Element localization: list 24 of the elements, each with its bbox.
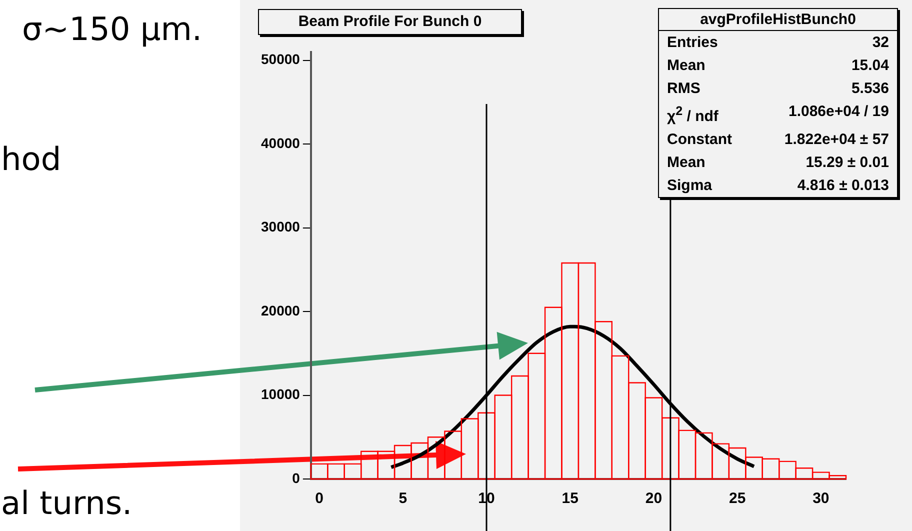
x-tick-label: 0 — [315, 490, 324, 508]
text: χ$^{2}$ / ndf 1.086e+04 / 19 — [667, 103, 889, 125]
x-tick-label: 25 — [728, 490, 746, 508]
text: Mean 15.04 — [667, 57, 889, 74]
x-tick-label: 20 — [645, 490, 662, 508]
text: Sigma 4.816 ± 0.013 — [667, 177, 889, 194]
text: RMS 5.536 — [667, 80, 889, 97]
text: Mean 15.29 ± 0.01 — [667, 154, 889, 171]
x-tick-label: 15 — [562, 490, 578, 508]
text: hod — [1, 140, 62, 178]
y-tick-label: 50000 — [260, 51, 300, 68]
y-tick-label: 20000 — [260, 302, 300, 318]
y-tick-label: 40000 — [260, 134, 300, 151]
y-tick-label: 10000 — [260, 386, 300, 402]
text: Constant 1.822e+04 ± 57 — [667, 131, 889, 148]
x-tick-label: 5 — [398, 490, 408, 508]
chart-title: Beam Profile For Bunch 0 — [258, 9, 522, 35]
y-tick-label: 0 — [292, 470, 300, 486]
text: al turns. — [1, 484, 132, 522]
x-tick-label: 30 — [812, 490, 830, 508]
text: σ~150 μm. — [22, 10, 202, 48]
text: avgProfileHistBunch0 — [659, 9, 897, 31]
text: Entries 32 — [667, 34, 889, 51]
y-tick-label: 30000 — [260, 218, 300, 235]
